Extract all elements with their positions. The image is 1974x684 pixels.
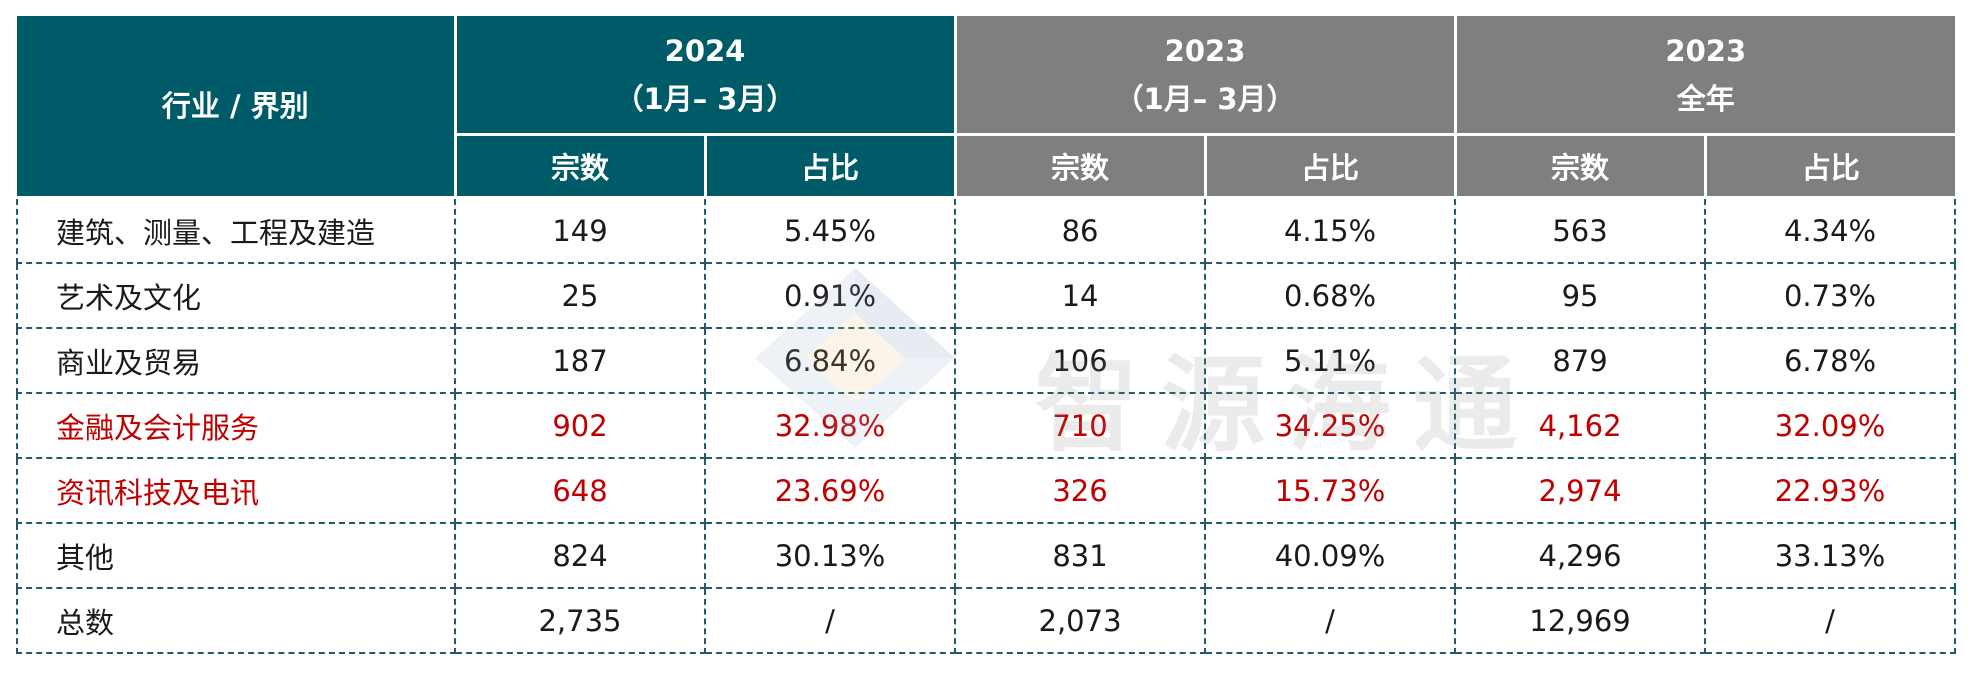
share-cell: 33.13% xyxy=(1704,522,1957,589)
share-cell: / xyxy=(1704,587,1957,654)
table-row-highlighted: 资讯科技及电讯 648 23.69% 326 15.73% 2,974 22.9… xyxy=(16,457,1957,524)
share-cell: 4.34% xyxy=(1704,196,1957,264)
count-cell: 2,974 xyxy=(1454,457,1707,524)
industry-name-cell: 其他 xyxy=(16,522,456,589)
header-row-years: 行业 / 界别 2024 （1月– 3月） 2023 （1月– 3月） 2023… xyxy=(17,16,1956,199)
share-cell: 40.09% xyxy=(1204,522,1457,589)
industry-column-header: 行业 / 界别 xyxy=(17,16,457,199)
count-cell: 106 xyxy=(954,327,1207,394)
count-cell: 824 xyxy=(454,522,706,589)
count-cell: 187 xyxy=(454,327,706,394)
group-header-year: 2024 xyxy=(664,33,746,68)
group-header-period: （1月– 3月） xyxy=(614,81,796,116)
share-cell: 6.84% xyxy=(703,327,957,394)
share-column-header: 占比 xyxy=(703,133,957,199)
table-row: 商业及贸易 187 6.84% 106 5.11% 879 6.78% xyxy=(16,327,1957,394)
group-header-period: 全年 xyxy=(1676,81,1735,116)
industry-name-cell: 商业及贸易 xyxy=(16,327,456,394)
count-column-header: 宗数 xyxy=(453,133,707,199)
count-cell: 879 xyxy=(1454,327,1707,394)
count-cell: 563 xyxy=(1454,196,1707,264)
count-cell: 710 xyxy=(954,392,1207,459)
group-header-year: 2023 xyxy=(1164,33,1246,68)
table-row: 艺术及文化 25 0.91% 14 0.68% 95 0.73% xyxy=(16,262,1957,329)
count-column-header: 宗数 xyxy=(953,133,1207,199)
industry-statistics-table: 行业 / 界别 2024 （1月– 3月） 2023 （1月– 3月） 2023… xyxy=(16,16,1957,654)
share-cell: 30.13% xyxy=(703,522,957,589)
share-cell: 0.73% xyxy=(1704,262,1957,329)
group-header-year: 2023 xyxy=(1665,33,1747,68)
count-cell: 2,073 xyxy=(954,587,1207,654)
count-cell: 326 xyxy=(954,457,1207,524)
statistics-table-wrapper: 行业 / 界别 2024 （1月– 3月） 2023 （1月– 3月） 2023… xyxy=(16,16,1957,654)
count-cell: 648 xyxy=(454,457,706,524)
share-column-header: 占比 xyxy=(1703,133,1956,199)
group-header-2023-q1: 2023 （1月– 3月） xyxy=(953,16,1457,136)
count-column-header: 宗数 xyxy=(1453,133,1707,199)
count-cell: 2,735 xyxy=(454,587,706,654)
table-row-total: 总数 2,735 / 2,073 / 12,969 / xyxy=(16,587,1957,654)
share-cell: 5.11% xyxy=(1204,327,1457,394)
table-row: 其他 824 30.13% 831 40.09% 4,296 33.13% xyxy=(16,522,1957,589)
industry-name-cell: 建筑、测量、工程及建造 xyxy=(16,196,456,264)
industry-name-cell: 艺术及文化 xyxy=(16,262,456,329)
industry-name-cell: 总数 xyxy=(16,587,456,654)
share-cell: 5.45% xyxy=(703,196,957,264)
table-row: 建筑、测量、工程及建造 149 5.45% 86 4.15% 563 4.34% xyxy=(16,196,1957,264)
share-column-header: 占比 xyxy=(1203,133,1457,199)
count-cell: 4,296 xyxy=(1454,522,1707,589)
count-cell: 149 xyxy=(454,196,706,264)
share-cell: 22.93% xyxy=(1704,457,1957,524)
share-cell: 34.25% xyxy=(1204,392,1457,459)
share-cell: / xyxy=(703,587,957,654)
industry-name-cell: 金融及会计服务 xyxy=(16,392,456,459)
group-header-2023-full-year: 2023 全年 xyxy=(1453,16,1956,136)
count-cell: 902 xyxy=(454,392,706,459)
share-cell: 23.69% xyxy=(703,457,957,524)
share-cell: 0.91% xyxy=(703,262,957,329)
count-cell: 831 xyxy=(954,522,1207,589)
group-header-period: （1月– 3月） xyxy=(1114,81,1296,116)
share-cell: 6.78% xyxy=(1704,327,1957,394)
table-row-highlighted: 金融及会计服务 902 32.98% 710 34.25% 4,162 32.0… xyxy=(16,392,1957,459)
share-cell: 0.68% xyxy=(1204,262,1457,329)
count-cell: 4,162 xyxy=(1454,392,1707,459)
group-header-2024-q1: 2024 （1月– 3月） xyxy=(453,16,957,136)
industry-name-cell: 资讯科技及电讯 xyxy=(16,457,456,524)
share-cell: 4.15% xyxy=(1204,196,1457,264)
share-cell: 32.98% xyxy=(703,392,957,459)
count-cell: 95 xyxy=(1454,262,1707,329)
count-cell: 86 xyxy=(954,196,1207,264)
count-cell: 14 xyxy=(954,262,1207,329)
header-row-metrics: 宗数 占比 宗数 占比 宗数 占比 xyxy=(17,133,1956,199)
share-cell: 32.09% xyxy=(1704,392,1957,459)
count-cell: 25 xyxy=(454,262,706,329)
share-cell: / xyxy=(1204,587,1457,654)
share-cell: 15.73% xyxy=(1204,457,1457,524)
count-cell: 12,969 xyxy=(1454,587,1707,654)
